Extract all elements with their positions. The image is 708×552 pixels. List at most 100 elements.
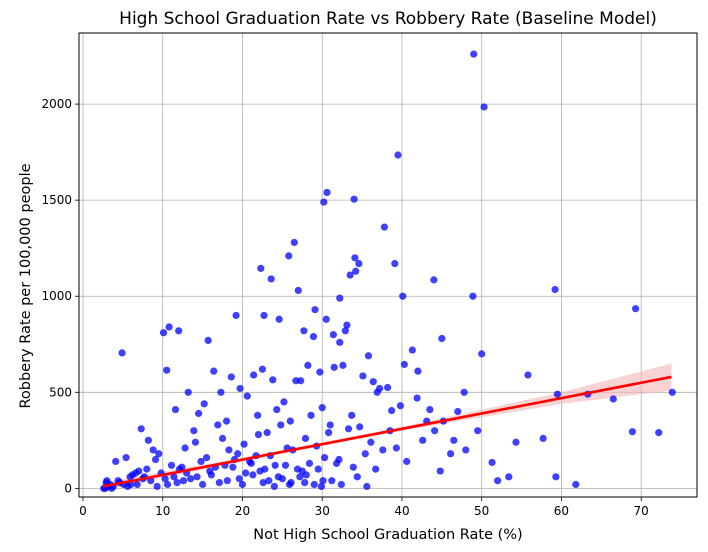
data-point	[270, 482, 278, 491]
data-point	[214, 421, 222, 429]
data-point	[301, 434, 310, 442]
data-point	[302, 471, 310, 479]
data-point	[191, 438, 200, 446]
data-point	[552, 473, 560, 481]
data-point	[488, 458, 496, 467]
data-point	[225, 446, 233, 454]
data-point	[280, 398, 288, 406]
data-point	[470, 50, 478, 58]
data-point	[413, 394, 421, 402]
data-point	[232, 311, 240, 320]
data-point	[159, 329, 168, 337]
data-point	[344, 425, 353, 433]
data-point	[218, 434, 227, 442]
data-point	[235, 475, 243, 483]
y-tick-label: 500	[49, 385, 72, 399]
data-point	[153, 482, 161, 491]
data-point	[350, 195, 358, 203]
data-point	[163, 480, 172, 489]
data-point	[322, 315, 330, 323]
data-point	[227, 373, 235, 381]
data-point	[238, 480, 247, 489]
data-point	[296, 473, 304, 481]
data-point	[285, 252, 293, 260]
data-point	[469, 292, 477, 300]
data-point	[257, 264, 265, 272]
data-point	[512, 438, 520, 446]
data-point	[379, 446, 387, 454]
data-point	[384, 383, 392, 392]
y-tick-label: 2000	[41, 97, 72, 111]
data-point	[631, 305, 640, 313]
data-point	[173, 478, 181, 487]
data-point	[190, 427, 198, 435]
data-point	[256, 467, 264, 475]
x-tick-label: 30	[315, 504, 330, 518]
data-point	[480, 103, 488, 111]
data-point	[240, 440, 248, 448]
data-point	[135, 467, 143, 475]
data-point	[355, 259, 363, 268]
data-point	[387, 406, 396, 415]
data-point	[309, 332, 318, 341]
data-point	[478, 350, 486, 358]
y-axis-ticks: 0 500 1000 1500 2000	[41, 97, 79, 495]
data-point	[363, 482, 371, 491]
data-point	[271, 461, 279, 469]
data-point	[419, 436, 427, 444]
data-point	[394, 151, 402, 159]
x-axis-label: Not High School Graduation Rate (%)	[253, 527, 522, 543]
data-point	[391, 259, 399, 268]
data-point	[316, 368, 324, 376]
data-point	[165, 323, 173, 331]
y-tick-label: 1500	[41, 193, 72, 207]
data-point	[197, 457, 205, 466]
data-point	[314, 465, 322, 473]
data-point	[311, 306, 319, 314]
data-point	[494, 477, 502, 485]
x-tick-label: 70	[634, 504, 649, 518]
data-point	[343, 321, 351, 329]
data-point	[328, 477, 336, 485]
data-point	[436, 467, 444, 475]
data-point	[396, 402, 404, 410]
data-point	[408, 346, 416, 354]
data-point	[346, 271, 354, 279]
data-point	[351, 254, 359, 262]
data-point	[181, 444, 189, 452]
data-point	[539, 434, 547, 442]
data-point	[108, 484, 116, 492]
data-point	[254, 430, 263, 439]
y-tick-label: 1000	[41, 289, 72, 303]
data-point	[332, 459, 341, 467]
y-tick-label: 0	[64, 481, 72, 495]
data-point	[265, 477, 273, 485]
x-tick-label: 20	[235, 504, 250, 518]
data-point	[204, 336, 212, 345]
data-point	[460, 388, 468, 396]
data-point	[572, 480, 580, 489]
data-point	[474, 427, 482, 435]
data-point	[260, 311, 268, 320]
data-point	[329, 331, 337, 339]
data-point	[553, 390, 562, 398]
data-point	[275, 315, 283, 323]
x-tick-label: 60	[554, 504, 569, 518]
data-point	[454, 407, 462, 416]
data-point	[414, 367, 422, 375]
data-point	[349, 463, 357, 471]
data-point	[505, 473, 513, 481]
data-point	[353, 473, 361, 481]
data-point	[304, 361, 312, 369]
data-point	[400, 360, 408, 369]
data-point	[223, 477, 231, 485]
data-point	[277, 421, 285, 429]
x-tick-label: 50	[474, 504, 489, 518]
data-point	[300, 327, 308, 335]
x-axis-ticks: 0 10 20 30 40 50 60 70	[79, 497, 649, 518]
data-point	[195, 409, 203, 418]
data-point	[364, 352, 373, 360]
data-point	[122, 454, 130, 462]
data-point	[249, 471, 257, 479]
